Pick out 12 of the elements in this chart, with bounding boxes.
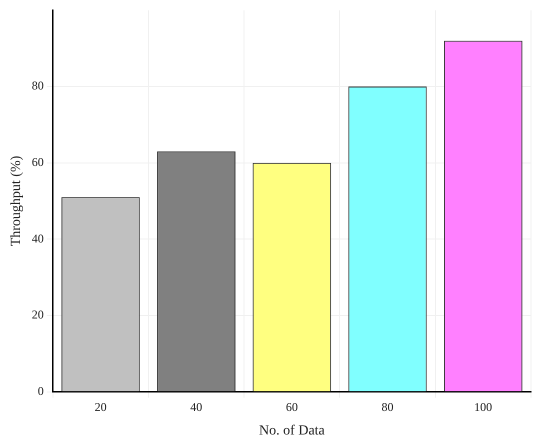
x-tick-label: 20 xyxy=(94,400,107,414)
x-tick-label: 80 xyxy=(382,400,394,414)
y-axis-title: Throughput (%) xyxy=(9,155,24,246)
y-tick-label: 40 xyxy=(32,231,44,246)
y-tick-label: 0 xyxy=(38,384,44,398)
x-axis-title: No. of Data xyxy=(259,423,326,438)
y-tick-label: 80 xyxy=(32,78,44,93)
x-tick-label: 100 xyxy=(474,400,492,414)
y-tick-label: 20 xyxy=(32,308,44,322)
x-tick-label: 40 xyxy=(190,400,202,414)
y-tick-label: 60 xyxy=(32,154,44,169)
x-tick-label: 60 xyxy=(286,400,298,414)
